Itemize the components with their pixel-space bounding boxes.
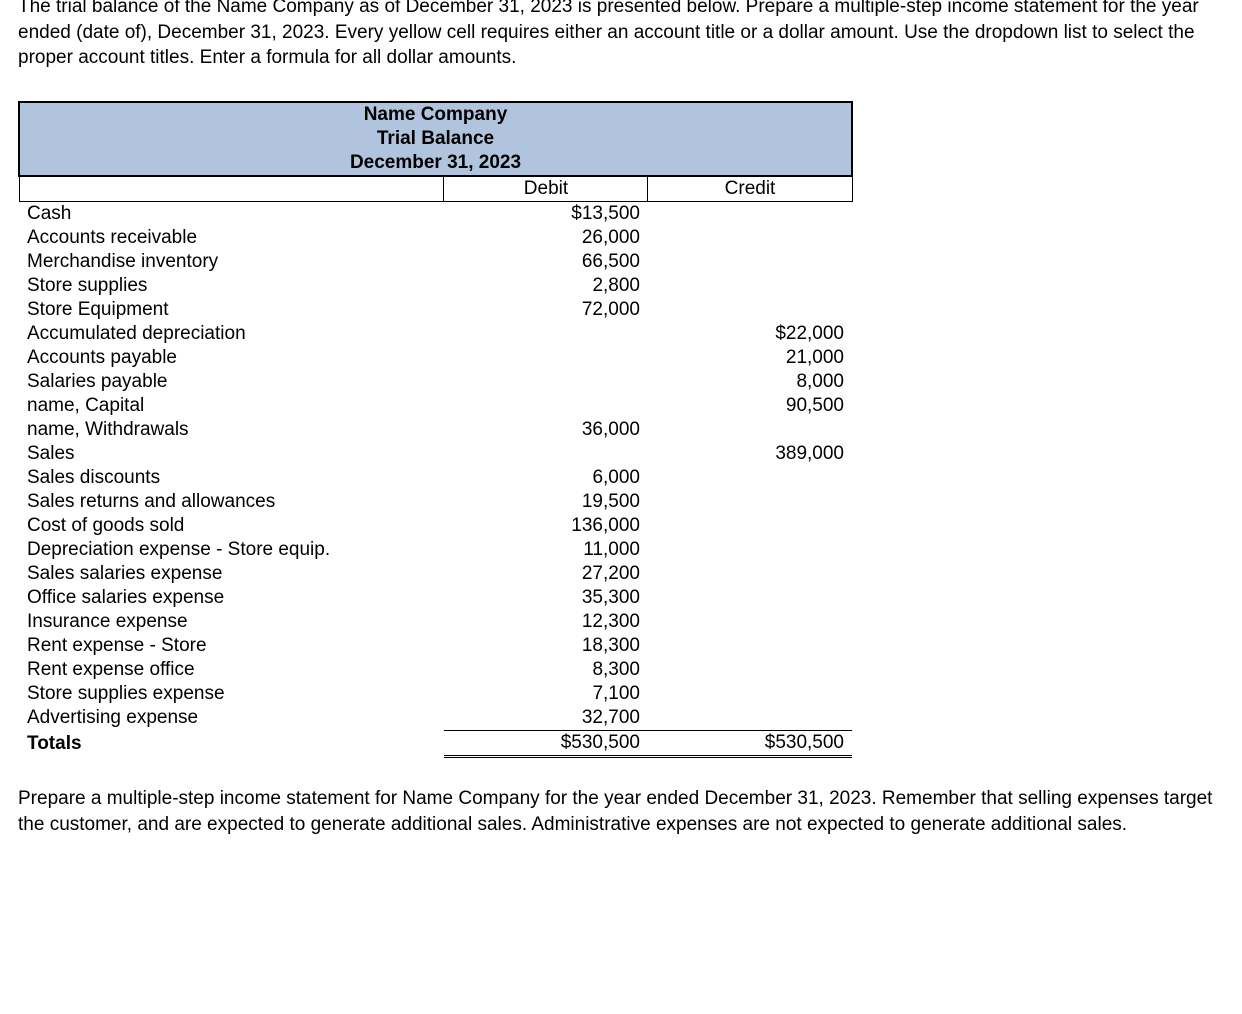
header-report: Trial Balance xyxy=(19,127,852,151)
credit-value: 90,500 xyxy=(648,394,852,418)
debit-value: 26,000 xyxy=(444,226,648,250)
col-header-credit: Credit xyxy=(648,176,852,202)
debit-value: 7,100 xyxy=(444,682,648,706)
debit-value: $13,500 xyxy=(444,201,648,226)
credit-value: 389,000 xyxy=(648,442,852,466)
debit-value: 18,300 xyxy=(444,634,648,658)
credit-value xyxy=(648,250,852,274)
account-name: Sales xyxy=(19,442,444,466)
account-name: Salaries payable xyxy=(19,370,444,394)
credit-value xyxy=(648,586,852,610)
credit-value xyxy=(648,466,852,490)
account-name: Cost of goods sold xyxy=(19,514,444,538)
debit-value: 19,500 xyxy=(444,490,648,514)
debit-value xyxy=(444,346,648,370)
col-header-blank xyxy=(19,176,444,202)
debit-value: 8,300 xyxy=(444,658,648,682)
account-name: Advertising expense xyxy=(19,706,444,731)
credit-value: $22,000 xyxy=(648,322,852,346)
account-name: name, Capital xyxy=(19,394,444,418)
credit-value: 8,000 xyxy=(648,370,852,394)
debit-value xyxy=(444,370,648,394)
instructions-top: The trial balance of the Name Company as… xyxy=(18,0,1224,71)
account-name: Rent expense - Store xyxy=(19,634,444,658)
credit-value xyxy=(648,274,852,298)
credit-value xyxy=(648,298,852,322)
account-name: Store Equipment xyxy=(19,298,444,322)
credit-value xyxy=(648,706,852,731)
debit-value xyxy=(444,322,648,346)
account-name: Sales returns and allowances xyxy=(19,490,444,514)
debit-value: 136,000 xyxy=(444,514,648,538)
account-name: Merchandise inventory xyxy=(19,250,444,274)
debit-value: 11,000 xyxy=(444,538,648,562)
account-name: Cash xyxy=(19,201,444,226)
account-name: Sales salaries expense xyxy=(19,562,444,586)
credit-value xyxy=(648,634,852,658)
credit-value xyxy=(648,562,852,586)
credit-value xyxy=(648,514,852,538)
account-name: Accounts payable xyxy=(19,346,444,370)
credit-value xyxy=(648,418,852,442)
account-name: Accumulated depreciation xyxy=(19,322,444,346)
debit-value xyxy=(444,442,648,466)
debit-value: 6,000 xyxy=(444,466,648,490)
totals-label: Totals xyxy=(19,730,444,756)
account-name: Rent expense office xyxy=(19,658,444,682)
account-name: Store supplies xyxy=(19,274,444,298)
credit-value: 21,000 xyxy=(648,346,852,370)
credit-value xyxy=(648,610,852,634)
account-name: Sales discounts xyxy=(19,466,444,490)
account-name: Office salaries expense xyxy=(19,586,444,610)
credit-value xyxy=(648,682,852,706)
totals-credit: $530,500 xyxy=(648,730,852,756)
debit-value: 2,800 xyxy=(444,274,648,298)
debit-value: 32,700 xyxy=(444,706,648,731)
debit-value: 66,500 xyxy=(444,250,648,274)
credit-value xyxy=(648,490,852,514)
instructions-bottom: Prepare a multiple-step income statement… xyxy=(18,786,1224,837)
debit-value: 27,200 xyxy=(444,562,648,586)
debit-value: 72,000 xyxy=(444,298,648,322)
header-company: Name Company xyxy=(19,102,852,127)
account-name: Accounts receivable xyxy=(19,226,444,250)
debit-value xyxy=(444,394,648,418)
debit-value: 12,300 xyxy=(444,610,648,634)
debit-value: 35,300 xyxy=(444,586,648,610)
credit-value xyxy=(648,226,852,250)
debit-value: 36,000 xyxy=(444,418,648,442)
account-name: Insurance expense xyxy=(19,610,444,634)
credit-value xyxy=(648,658,852,682)
account-name: Store supplies expense xyxy=(19,682,444,706)
header-date: December 31, 2023 xyxy=(19,151,852,176)
totals-debit: $530,500 xyxy=(444,730,648,756)
trial-balance-table: Name Company Trial Balance December 31, … xyxy=(18,101,853,758)
col-header-debit: Debit xyxy=(444,176,648,202)
credit-value xyxy=(648,201,852,226)
credit-value xyxy=(648,538,852,562)
account-name: name, Withdrawals xyxy=(19,418,444,442)
account-name: Depreciation expense - Store equip. xyxy=(19,538,444,562)
